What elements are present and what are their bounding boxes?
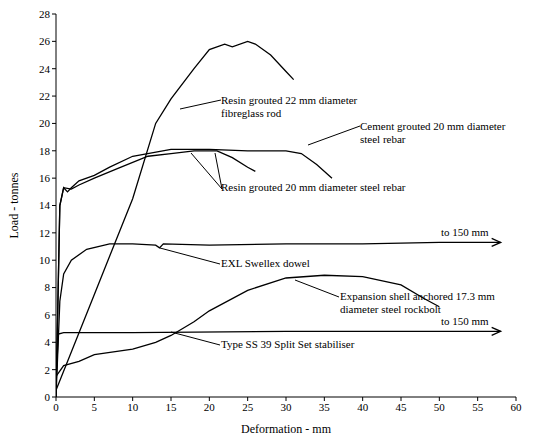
svg-text:24: 24 — [39, 63, 51, 75]
svg-text:14: 14 — [39, 199, 51, 211]
svg-text:16: 16 — [39, 172, 51, 184]
svg-text:26: 26 — [39, 35, 51, 47]
svg-text:20: 20 — [39, 117, 51, 129]
svg-text:25: 25 — [242, 401, 254, 413]
svg-text:15: 15 — [166, 401, 178, 413]
svg-text:Deformation - mm: Deformation - mm — [241, 422, 332, 436]
svg-text:4: 4 — [45, 336, 51, 348]
svg-text:Load - tonnes: Load - tonnes — [8, 172, 21, 238]
svg-text:35: 35 — [319, 401, 331, 413]
svg-text:10: 10 — [39, 254, 51, 266]
html-text:EXL Swellex dowel: EXL Swellex dowel — [221, 257, 310, 269]
svg-text:50: 50 — [434, 401, 446, 413]
svg-text:6: 6 — [45, 309, 51, 321]
svg-text:18: 18 — [39, 145, 51, 157]
svg-text:10: 10 — [127, 401, 139, 413]
html-text:Resin grouted 20 mm diameter s: Resin grouted 20 mm diameter steel rebar — [221, 181, 406, 193]
svg-text:45: 45 — [396, 401, 408, 413]
svg-text:30: 30 — [281, 401, 293, 413]
svg-text:60: 60 — [511, 401, 523, 413]
svg-text:5: 5 — [92, 401, 98, 413]
svg-text:to 150 mm: to 150 mm — [441, 226, 489, 238]
svg-text:12: 12 — [39, 227, 50, 239]
svg-text:8: 8 — [45, 281, 51, 293]
svg-text:28: 28 — [39, 8, 51, 20]
svg-text:0: 0 — [45, 391, 51, 403]
svg-text:55: 55 — [472, 401, 484, 413]
svg-text:20: 20 — [204, 401, 216, 413]
svg-text:22: 22 — [39, 90, 50, 102]
svg-text:to 150 mm: to 150 mm — [441, 315, 489, 327]
svg-text:0: 0 — [53, 401, 59, 413]
html-text:Expansion shell anchored 17.3: Expansion shell anchored 17.3 mm diamete… — [340, 290, 495, 315]
svg-text:2: 2 — [45, 364, 51, 376]
svg-text:40: 40 — [357, 401, 369, 413]
html-text:Cement grouted 20 mm diameter: Cement grouted 20 mm diameter steel reba… — [360, 120, 506, 145]
html-text:Resin grouted 22 mm diameter f: Resin grouted 22 mm diameter fibreglass … — [221, 94, 358, 119]
html-text:Type SS 39 Split Set stabilise: Type SS 39 Split Set stabiliser — [221, 338, 355, 350]
